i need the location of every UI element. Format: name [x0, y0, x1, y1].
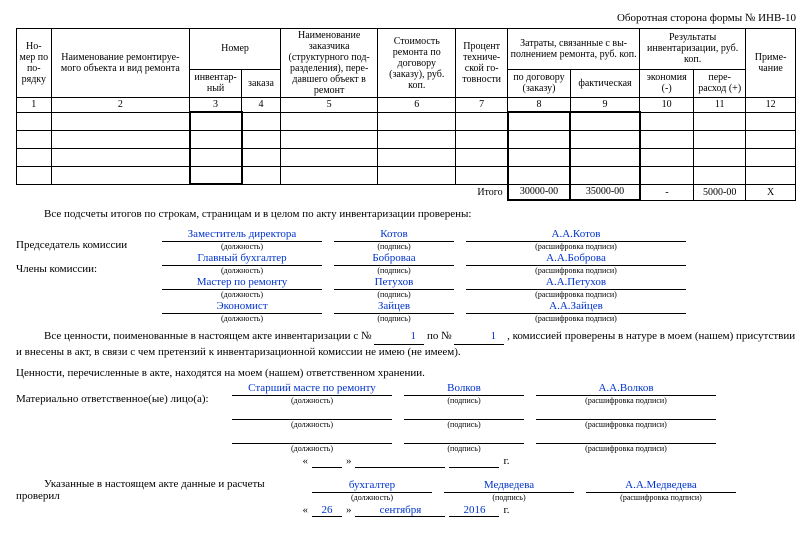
date-day: 26 [312, 504, 342, 517]
itogo-c9: 35000-00 [570, 184, 639, 200]
final-date: « 26 » сентября 2016 г. [16, 504, 796, 517]
cn-11: 11 [694, 98, 746, 113]
sub-podpis: (подпись) [334, 242, 454, 251]
cn-12: 12 [746, 98, 796, 113]
cn-8: 8 [508, 98, 571, 113]
cn-9: 9 [570, 98, 639, 113]
h-col5: Наименование заказчика (структурного под… [280, 29, 377, 98]
cn-3: 3 [190, 98, 242, 113]
h-col3: инвентар-ный [190, 69, 242, 97]
sub-rasshifr: (расшифровка подписи) [466, 242, 686, 251]
m1-pos: Главный бухгалтер [162, 252, 322, 266]
para-values: Все ценности, поименованные в настоящем … [16, 329, 796, 360]
h-col7: Процент техниче-ской го-товности [456, 29, 508, 98]
resp-sign: Волков [404, 382, 524, 396]
checker-pos: бухгалтер [312, 479, 432, 493]
m3-pos: Экономист [162, 300, 322, 314]
cn-6: 6 [378, 98, 456, 113]
h-col8: по договору (заказу) [508, 69, 571, 97]
sub-dolzhnost: (должность) [162, 242, 322, 251]
h-nomer: Номер [190, 29, 281, 70]
resp-name: А.А.Волков [536, 382, 716, 396]
cn-1: 1 [17, 98, 52, 113]
akt-to: 1 [454, 329, 504, 345]
check-label: Указанные в настоящем акте данные и расч… [16, 478, 306, 502]
checker-name: А.А.Медведева [586, 479, 736, 493]
chair-pos: Заместитель директора [162, 228, 322, 242]
date-month: сентября [355, 504, 445, 517]
itogo-c12: X [746, 184, 796, 200]
h-zatr: Затраты, связанные с вы-полнением ремонт… [508, 29, 640, 70]
m3-sign: Зайцев [334, 300, 454, 314]
checker-sign: Медведева [444, 479, 574, 493]
m1-name: А.А.Боброва [466, 252, 686, 266]
m2-name: А.А.Петухов [466, 276, 686, 290]
date-year: 2016 [449, 504, 499, 517]
h-rez: Результаты инвентаризации, руб. коп. [640, 29, 746, 70]
empty-date: « » г. [16, 455, 796, 468]
members-label: Члены комиссии: [16, 263, 156, 275]
itogo-label: Итого [17, 184, 508, 200]
h-col11: пере-расход (+) [694, 69, 746, 97]
cn-4: 4 [242, 98, 281, 113]
resp-label: Материально ответственное(ые) лицо(а): [16, 393, 226, 405]
chair-sign: Котов [334, 228, 454, 242]
chairman-label: Председатель комиссии [16, 239, 156, 251]
h-col12: Приме-чание [746, 29, 796, 98]
m2-pos: Мастер по ремонту [162, 276, 322, 290]
para-storage: Ценности, перечисленные в акте, находятс… [16, 366, 796, 381]
form-title: Оборотная сторона формы № ИНВ-10 [16, 12, 796, 24]
itogo-c8: 30000-00 [508, 184, 571, 200]
chair-name: А.А.Котов [466, 228, 686, 242]
cn-7: 7 [456, 98, 508, 113]
text-podscheti: Все подсчеты итогов по строкам, страница… [16, 207, 796, 222]
cn-10: 10 [640, 98, 694, 113]
h-col1: Но-мер по по-рядку [17, 29, 52, 98]
main-table: Но-мер по по-рядку Наименование ремонтир… [16, 28, 796, 201]
h-col10: экономия (-) [640, 69, 694, 97]
itogo-c11: 5000-00 [694, 184, 746, 200]
cn-2: 2 [51, 98, 189, 113]
resp-pos: Старший масте по ремонту [232, 382, 392, 396]
h-col9: фактическая [570, 69, 639, 97]
h-col2: Наименование ремонтируе-мого объекта и в… [51, 29, 189, 98]
cn-5: 5 [280, 98, 377, 113]
m1-sign: Бобровaa [334, 252, 454, 266]
m2-sign: Петухов [334, 276, 454, 290]
akt-from: 1 [374, 329, 424, 345]
h-col4: заказа [242, 69, 281, 97]
h-col6: Стоимость ремонта по договору (заказу), … [378, 29, 456, 98]
itogo-c10: - [640, 184, 694, 200]
m3-name: А.А.Зайцев [466, 300, 686, 314]
